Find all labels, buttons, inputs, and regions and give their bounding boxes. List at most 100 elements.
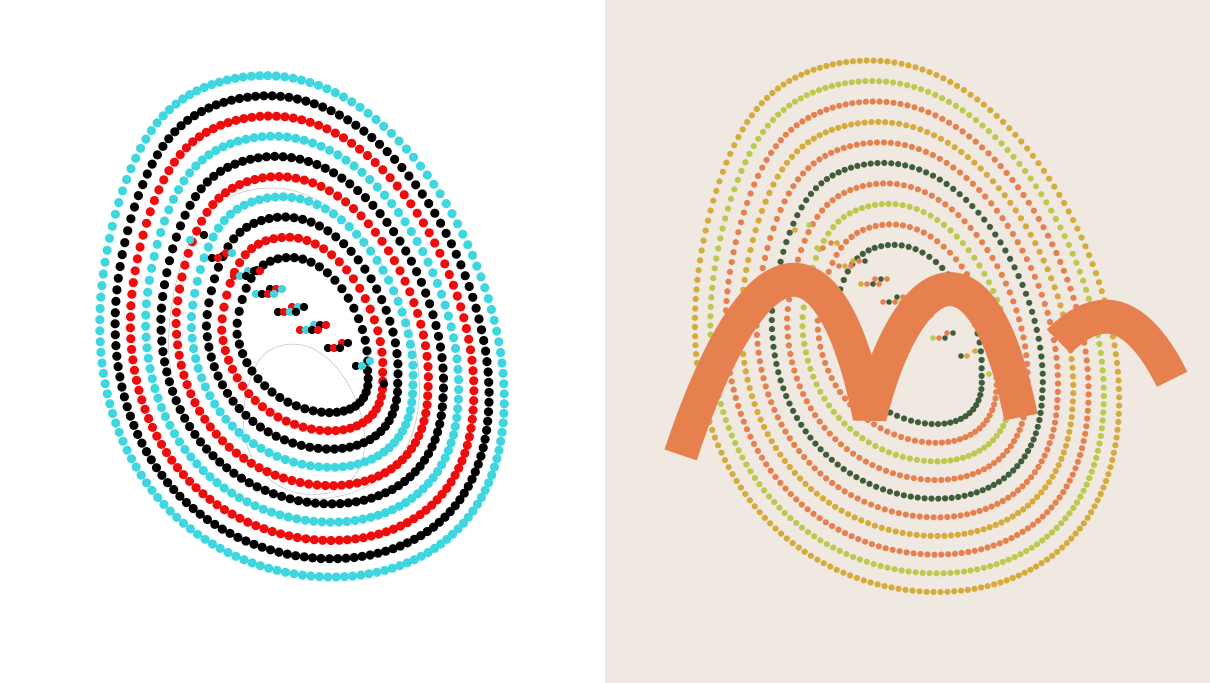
dot	[1034, 493, 1041, 501]
dot	[297, 570, 308, 580]
dot	[233, 532, 243, 543]
dot	[467, 250, 478, 260]
scattered-dot-trails	[185, 230, 389, 389]
dot	[768, 399, 775, 406]
dot	[478, 443, 488, 453]
dot	[453, 364, 463, 374]
dot	[164, 256, 175, 266]
dot	[959, 454, 966, 461]
dot	[186, 389, 196, 399]
dot	[347, 138, 357, 148]
dot	[984, 544, 991, 551]
dot	[998, 140, 1005, 147]
dot	[1066, 428, 1073, 435]
dot	[383, 246, 394, 256]
dot	[159, 216, 170, 226]
dot	[197, 373, 207, 383]
dot	[314, 462, 324, 472]
dot	[1014, 532, 1021, 539]
dot	[337, 284, 347, 294]
dot	[846, 470, 854, 477]
dot	[229, 234, 239, 244]
dot	[229, 468, 239, 478]
dot	[1084, 514, 1091, 521]
dot	[272, 451, 282, 461]
dot	[1005, 494, 1012, 501]
dot	[770, 225, 777, 232]
dot	[366, 531, 376, 541]
dot	[991, 401, 998, 408]
trail-dot	[229, 271, 239, 281]
dot	[877, 57, 884, 64]
dot	[817, 470, 824, 477]
dot	[791, 441, 798, 448]
dot	[356, 570, 366, 580]
dot	[886, 221, 893, 228]
dot	[795, 176, 802, 183]
dot	[421, 408, 431, 418]
dot	[976, 186, 983, 194]
dot	[897, 80, 904, 87]
dot	[898, 242, 905, 249]
dot	[232, 318, 242, 328]
dot	[813, 490, 820, 497]
dot	[329, 481, 339, 491]
dot	[125, 312, 136, 322]
dot	[249, 133, 259, 143]
dot	[1114, 426, 1121, 433]
dot	[436, 411, 446, 421]
dot	[935, 196, 942, 203]
dot	[1052, 215, 1059, 223]
dot	[360, 335, 370, 345]
dot	[926, 570, 933, 577]
dot	[971, 585, 978, 592]
dot	[911, 437, 919, 444]
dot	[278, 473, 289, 483]
dot	[711, 434, 719, 441]
trail-dot	[227, 248, 237, 258]
dot	[847, 572, 854, 579]
dot	[188, 137, 198, 147]
dot	[727, 150, 734, 157]
dot	[238, 381, 248, 391]
dot	[805, 114, 812, 121]
dot	[265, 131, 275, 141]
dot	[735, 134, 742, 141]
dot	[986, 463, 993, 470]
dot	[906, 455, 913, 462]
dot	[237, 294, 247, 305]
dot	[896, 472, 903, 479]
dot	[916, 166, 923, 173]
dot-ring-2	[722, 98, 1092, 558]
dot	[761, 514, 768, 521]
dot	[259, 91, 269, 101]
dot	[241, 433, 251, 443]
dot	[496, 347, 506, 358]
dot	[709, 426, 716, 433]
dot	[278, 152, 288, 162]
dot	[707, 313, 714, 320]
dot	[997, 239, 1004, 246]
dot	[164, 134, 174, 144]
dot	[337, 173, 347, 183]
dot	[332, 407, 342, 417]
dot	[781, 509, 788, 517]
dot	[1044, 533, 1051, 540]
dot	[820, 237, 827, 244]
dot	[754, 447, 761, 454]
dot	[437, 460, 447, 470]
dot	[450, 421, 460, 432]
dot	[886, 488, 893, 495]
dot	[1072, 530, 1079, 537]
dot	[424, 198, 434, 209]
trail-dot	[249, 266, 259, 276]
dot	[366, 246, 376, 256]
dot	[978, 546, 985, 553]
dot	[1019, 528, 1026, 536]
dot	[862, 78, 869, 85]
dot	[865, 439, 872, 446]
dot	[476, 272, 486, 282]
dot	[422, 351, 432, 361]
dot	[476, 451, 486, 461]
dot	[992, 521, 999, 529]
